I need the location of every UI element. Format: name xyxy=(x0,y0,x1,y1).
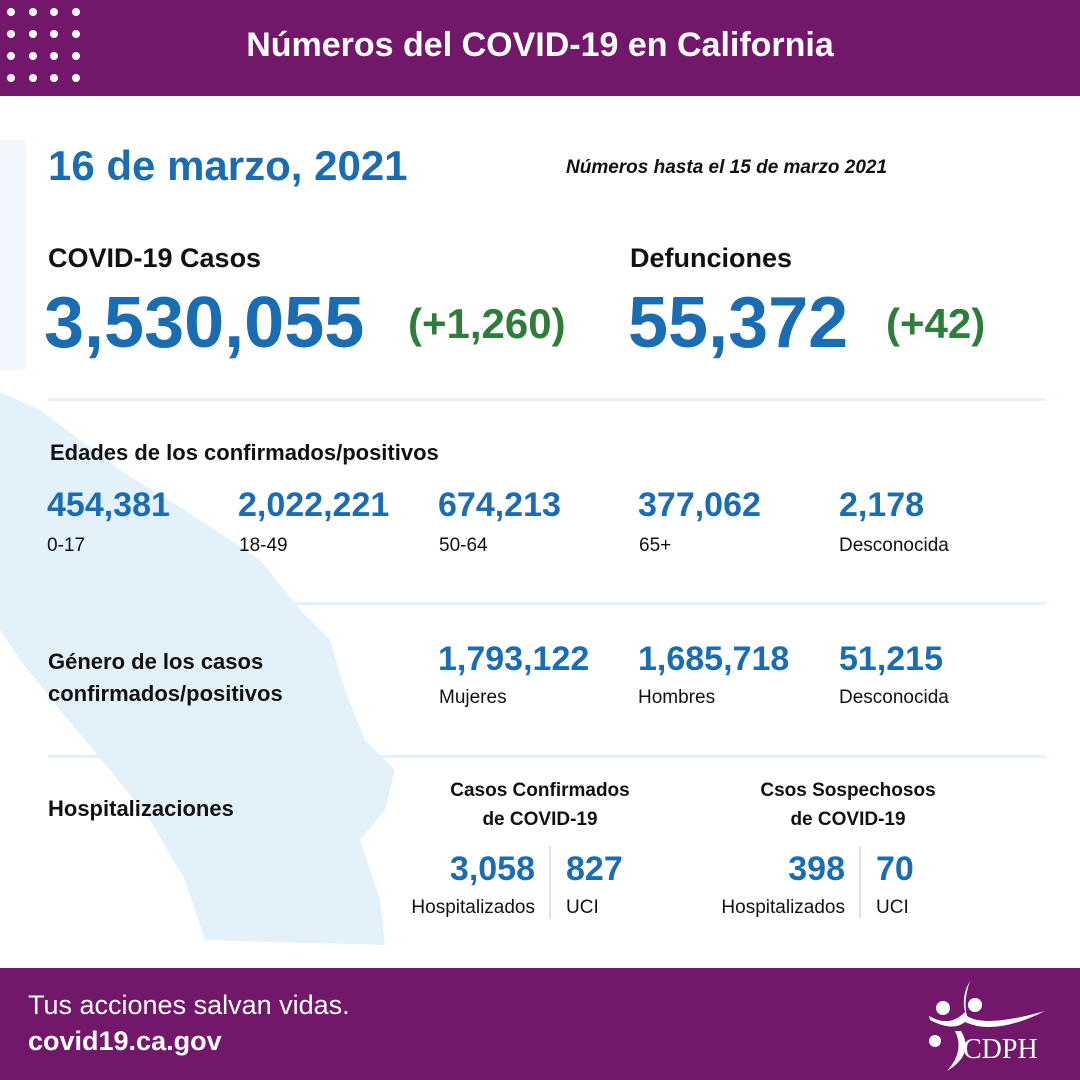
tagline: Tus acciones salvan vidas. xyxy=(28,990,350,1020)
gender-label: Desconocida xyxy=(839,687,949,708)
divider xyxy=(859,846,861,918)
confirmed-title-line1: Casos Confirmados xyxy=(450,780,630,801)
cdph-logo-text: CDPH xyxy=(963,1034,1038,1065)
divider xyxy=(48,398,1046,401)
age-label: 65+ xyxy=(639,535,672,556)
gender-label: Hombres xyxy=(638,687,716,708)
header-bar: Números del COVID-19 en California xyxy=(0,0,1080,96)
gender-value: 1,793,122 xyxy=(438,640,590,678)
age-label: Desconocida xyxy=(839,535,949,556)
age-label: 0-17 xyxy=(47,535,86,556)
gender-title-line2: confirmados/positivos xyxy=(48,681,283,706)
gender-value: 1,685,718 xyxy=(638,640,790,678)
divider xyxy=(48,755,1046,758)
footer-bar: Tus acciones salvan vidas. covid19.ca.go… xyxy=(0,968,1080,1080)
gender-value: 51,215 xyxy=(839,640,943,678)
deaths-value: 55,372 xyxy=(628,283,849,363)
suspected-title-line1: Csos Sospechosos xyxy=(760,780,936,801)
suspected-icu-value: 70 xyxy=(876,850,914,888)
report-date: 16 de marzo, 2021 xyxy=(48,142,408,189)
suspected-hosp-value: 398 xyxy=(788,850,845,888)
confirmed-hosp-value: 3,058 xyxy=(449,850,535,888)
cdph-logo: CDPH xyxy=(925,976,1055,1072)
age-value: 2,022,221 xyxy=(238,486,390,524)
hospitalizations-title: Hospitalizaciones xyxy=(48,796,234,821)
confirmed-title-line2: de COVID-19 xyxy=(482,809,598,830)
age-value: 674,213 xyxy=(438,486,561,524)
age-label: 18-49 xyxy=(239,535,288,556)
cases-label: COVID-19 Casos xyxy=(48,243,262,273)
deaths-change: (+42) xyxy=(886,300,986,347)
gender-title-line1: Género de los casos xyxy=(48,649,264,674)
confirmed-title: Casos Confirmados de COVID-19 xyxy=(420,776,660,834)
confirmed-icu-label: UCI xyxy=(566,897,599,918)
page-title: Números del COVID-19 en California xyxy=(246,26,834,64)
age-value: 377,062 xyxy=(638,486,761,524)
age-value: 2,178 xyxy=(839,486,925,524)
cases-value: 3,530,055 xyxy=(44,283,365,363)
website-link[interactable]: covid19.ca.gov xyxy=(28,1026,222,1056)
cdph-figures-icon xyxy=(929,981,1045,1071)
age-value: 454,381 xyxy=(47,486,170,524)
suspected-hosp-label: Hospitalizados xyxy=(721,897,845,918)
age-label: 50-64 xyxy=(439,535,488,556)
suspected-title-line2: de COVID-19 xyxy=(790,809,906,830)
ages-title: Edades de los confirmados/positivos xyxy=(50,440,439,465)
divider xyxy=(549,846,551,918)
suspected-icu-label: UCI xyxy=(876,897,909,918)
divider xyxy=(48,602,1046,605)
cases-change: (+1,260) xyxy=(408,300,566,347)
gender-title: Género de los casos confirmados/positivo… xyxy=(48,646,283,710)
confirmed-hosp-label: Hospitalizados xyxy=(411,897,535,918)
as-of-note: Números hasta el 15 de marzo 2021 xyxy=(566,157,888,178)
suspected-title: Csos Sospechosos de COVID-19 xyxy=(728,776,968,834)
deaths-label: Defunciones xyxy=(630,243,793,273)
gender-label: Mujeres xyxy=(439,687,507,708)
confirmed-icu-value: 827 xyxy=(566,850,623,888)
